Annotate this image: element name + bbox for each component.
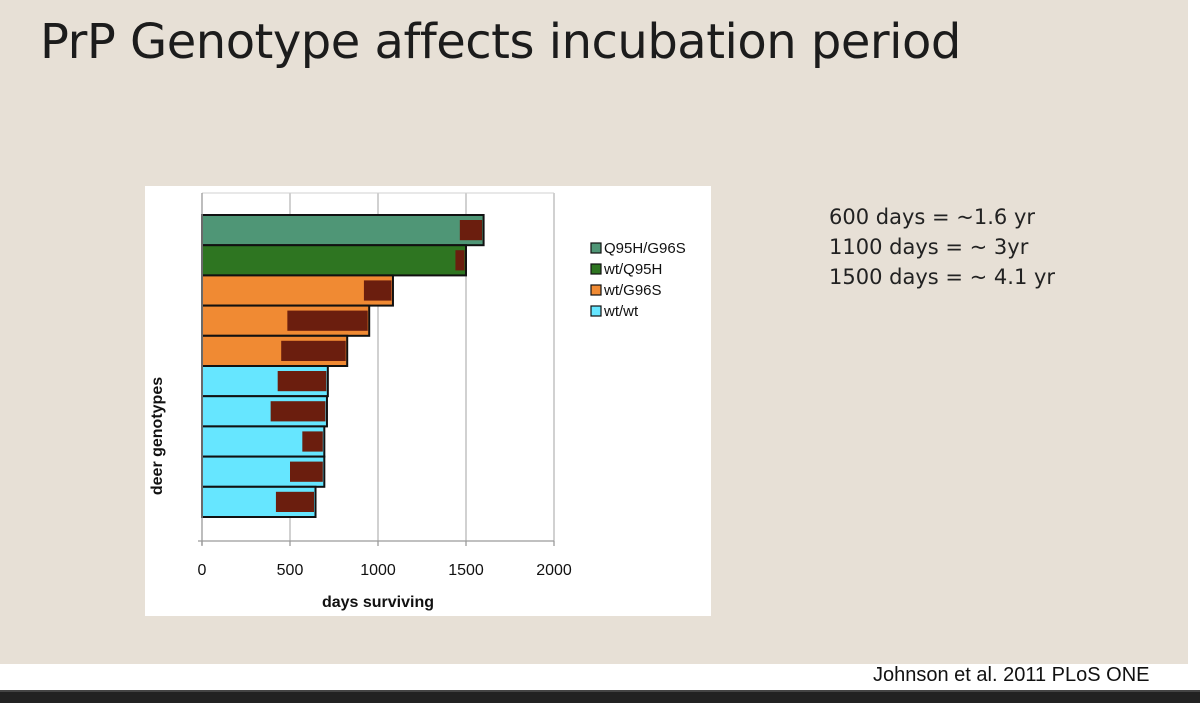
legend-label: wt/wt bbox=[603, 303, 639, 320]
legend-label: wt/Q95H bbox=[603, 261, 662, 278]
legend-swatch bbox=[590, 263, 602, 275]
slide-title: PrP Genotype affects incubation period bbox=[40, 14, 961, 70]
bar-inner-range bbox=[455, 250, 465, 271]
bar-chart: 0 500 1000 1500 2000 Q95H/G96S wt/Q95H wt/G96S… bbox=[149, 192, 686, 611]
bar bbox=[201, 214, 485, 247]
bar bbox=[201, 244, 467, 277]
bar-inner-range bbox=[281, 340, 346, 361]
chart-panel: 0 500 1000 1500 2000 Q95H/G96S wt/Q95H wt/G96S… bbox=[145, 186, 711, 616]
bar-inner-range bbox=[363, 280, 392, 301]
bar-inner-range bbox=[459, 220, 483, 241]
note-line: 1500 days = ~ 4.1 yr bbox=[829, 265, 1056, 289]
bar-inner-range bbox=[287, 310, 368, 331]
citation: Johnson et al. 2011 PLoS ONE bbox=[873, 664, 1150, 686]
x-tick-label: 500 bbox=[277, 562, 304, 579]
x-axis: 0 500 1000 1500 2000 bbox=[198, 193, 572, 579]
x-axis-title: days surviving bbox=[322, 594, 434, 611]
legend-label: wt/G96S bbox=[603, 282, 662, 299]
bars bbox=[201, 214, 485, 518]
x-tick-label: 1000 bbox=[360, 562, 396, 579]
legend-swatch bbox=[590, 242, 602, 254]
legend-swatch bbox=[590, 284, 602, 296]
note-line: 600 days = ~1.6 yr bbox=[829, 205, 1036, 229]
conversion-notes: 600 days = ~1.6 yr 1100 days = ~ 3yr 150… bbox=[829, 202, 1055, 292]
bottom-bar bbox=[0, 690, 1200, 703]
bar-inner-range bbox=[275, 491, 315, 512]
bar-inner-range bbox=[302, 431, 323, 452]
legend-label: Q95H/G96S bbox=[604, 240, 686, 257]
x-tick-label: 1500 bbox=[448, 562, 484, 579]
y-axis-title: deer genotypes bbox=[149, 377, 166, 495]
x-tick-label: 0 bbox=[198, 562, 207, 579]
x-tick-label: 2000 bbox=[536, 562, 572, 579]
bar-inner-range bbox=[270, 401, 326, 422]
bar-inner-range bbox=[277, 371, 327, 392]
note-line: 1100 days = ~ 3yr bbox=[829, 235, 1029, 259]
legend: Q95H/G96S wt/Q95H wt/G96S wt/wt bbox=[590, 240, 686, 320]
bar-inner-range bbox=[290, 461, 323, 482]
legend-swatch bbox=[590, 305, 602, 317]
